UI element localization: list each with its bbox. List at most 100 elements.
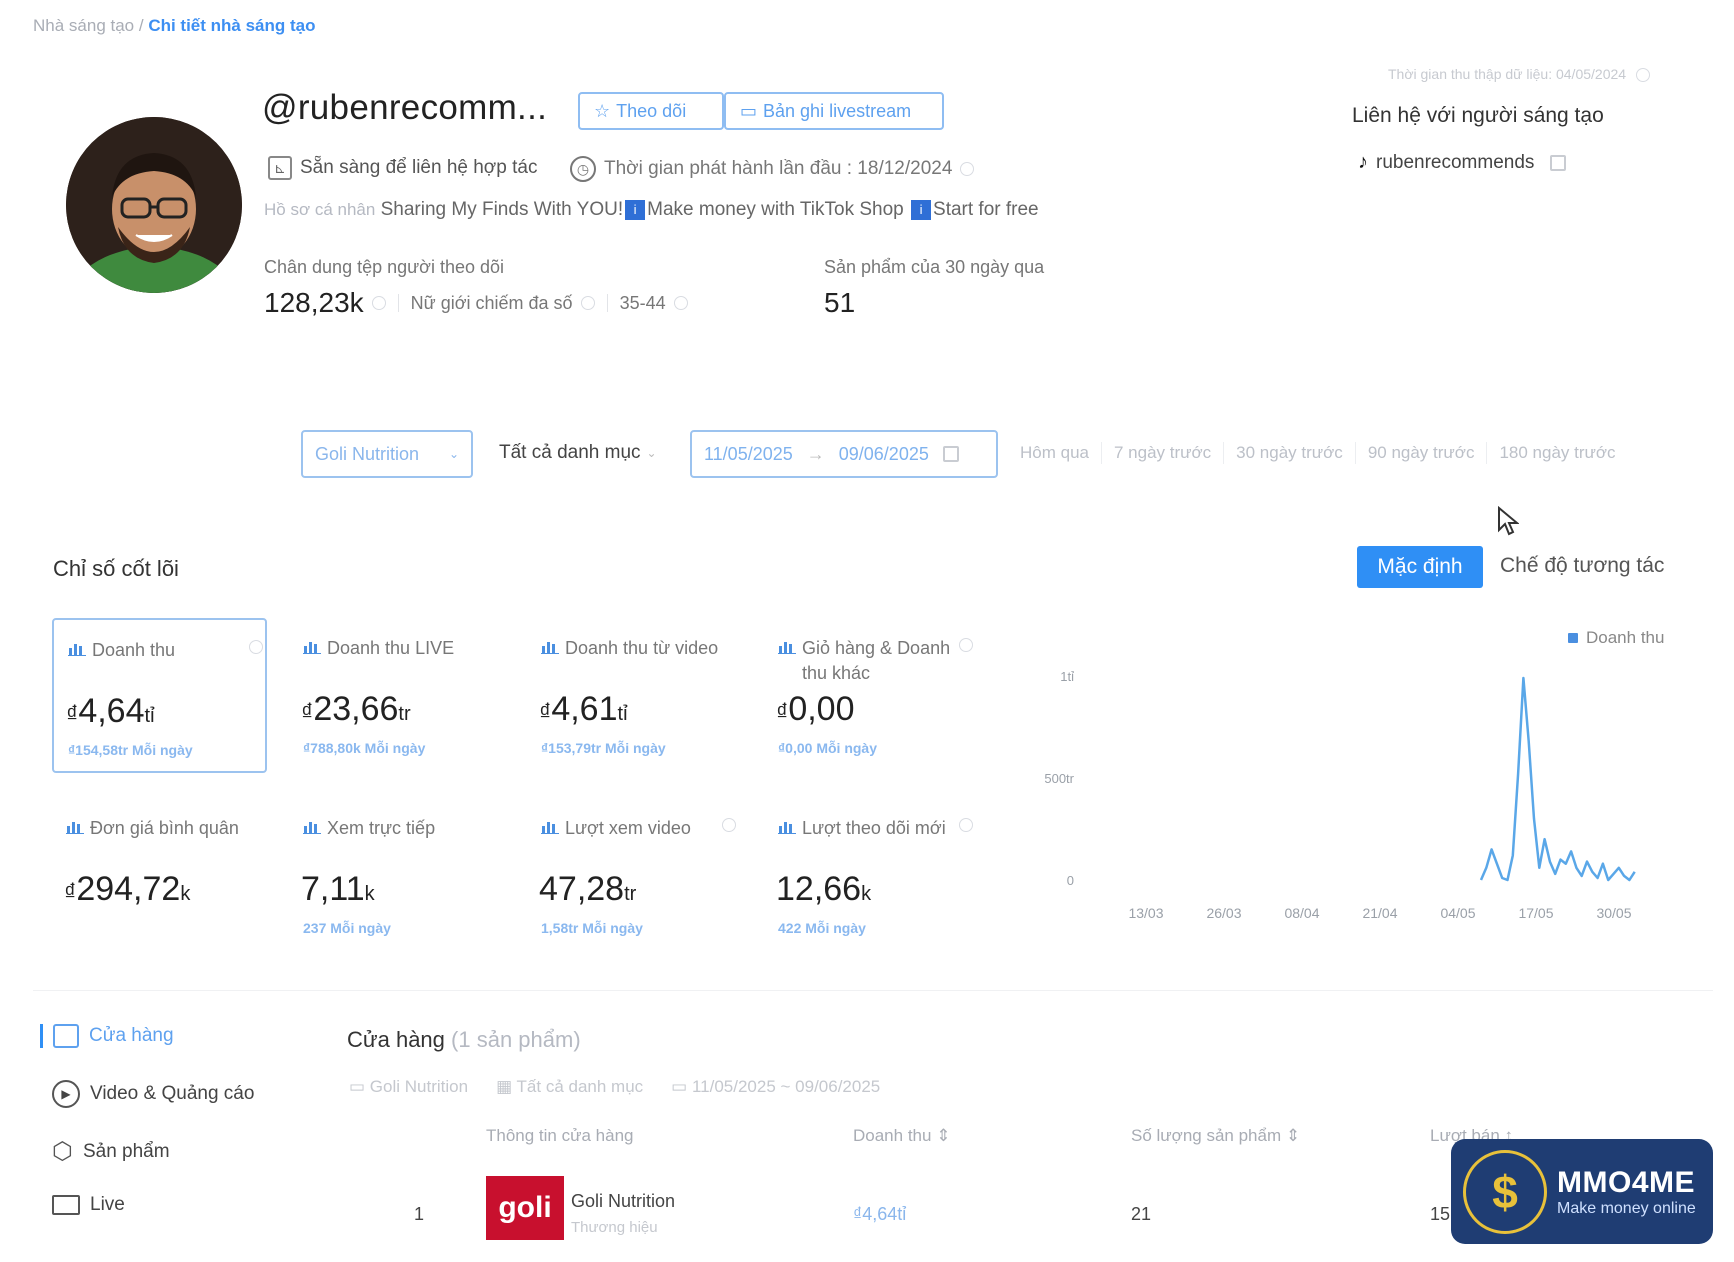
metric-currency: ₫ (539, 699, 552, 726)
metric-number: 7,11 (301, 870, 365, 908)
divider (1100, 442, 1102, 464)
chevron-down-icon: ⌄ (646, 446, 657, 460)
revenue-chart: 0 500tr 1tỉ 13/03 26/03 08/04 21/04 04/05 17/05 3… (1020, 620, 1680, 921)
store-title: Cửa hàng (1 sản phẩm) (347, 1027, 581, 1053)
col-revenue[interactable]: Doanh thu ⇕ (853, 1126, 950, 1146)
store-sub-date[interactable]: ▭ 11/05/2025 ~ 09/06/2025 (671, 1077, 881, 1096)
bar-chart-icon (303, 642, 321, 654)
y-tick-label: 0 (1067, 873, 1074, 888)
quick-7d[interactable]: 7 ngày trước (1113, 443, 1212, 462)
x-tick-label: 13/03 (1128, 905, 1163, 920)
store-sub-category-label: Tất cả danh mục (516, 1077, 644, 1096)
section-divider (33, 990, 1713, 991)
bio-text-3: Start for free (933, 199, 1039, 220)
side-tab-product[interactable]: ⬡ Sản phẩm (52, 1137, 170, 1166)
bio-label: Hồ sơ cá nhân (264, 200, 376, 219)
metric-card[interactable]: Đơn giá bình quân ₫294,72k (52, 798, 267, 953)
date-to: 09/06/2025 (838, 443, 929, 464)
quick-range: Hôm qua 7 ngày trước 30 ngày trước 90 ng… (1020, 442, 1616, 464)
metric-daily: ₫788,80k Mỗi ngày (303, 740, 426, 756)
y-tick-label: 500tr (1044, 771, 1074, 786)
divider (1486, 442, 1488, 464)
bio-text-1: Sharing My Finds With YOU! (380, 199, 624, 220)
help-icon-collect[interactable] (1635, 68, 1650, 83)
products-value: 51 (824, 287, 856, 318)
metric-card[interactable]: Lượt theo dõi mới 12,66k 422 Mỗi ngày (764, 798, 979, 953)
y-tick-label: 1tỉ (1060, 669, 1074, 684)
quick-30d[interactable]: 30 ngày trước (1236, 443, 1343, 462)
quick-180d[interactable]: 180 ngày trước (1499, 443, 1616, 462)
mode-default-button[interactable]: Mặc định (1357, 546, 1483, 588)
side-tab-video[interactable]: ▶ Video & Quảng cáo (52, 1080, 254, 1108)
bar-chart-icon (66, 822, 84, 834)
metric-number: 294,72 (76, 870, 181, 908)
help-icon-age[interactable] (673, 296, 688, 310)
store-icon (53, 1024, 79, 1048)
help-icon-metric[interactable] (249, 640, 263, 654)
col-revenue-label: Doanh thu (853, 1126, 932, 1145)
dollar-coin-icon: $ (1463, 1149, 1547, 1234)
shop-filter[interactable]: Goli Nutrition ⌄ (301, 430, 473, 478)
bar-chart-icon (778, 822, 796, 834)
store-sub-filters: ▭ Goli Nutrition ▦ Tất cả danh mục ▭ 11/… (349, 1077, 880, 1097)
quick-yesterday[interactable]: Hôm qua (1020, 443, 1089, 462)
x-tick-label: 04/05 (1440, 905, 1475, 920)
date-range-picker[interactable]: 11/05/2025 → 09/06/2025 (690, 430, 998, 478)
metric-card[interactable]: Giỏ hàng & Doanh thu khác ₫0,00 ₫0,00 Mỗi … (764, 618, 979, 773)
metric-label-text: Doanh thu LIVE (327, 638, 455, 658)
metric-card[interactable]: Xem trực tiếp 7,11k 237 Mỗi ngày (289, 798, 504, 953)
series-line-revenue (1479, 676, 1636, 882)
metric-card[interactable]: Lượt xem video 47,28tr 1,58tr Mỗi ngày (527, 798, 742, 953)
gender-label: Nữ giới chiếm đa số (410, 292, 573, 313)
category-filter[interactable]: Tất cả danh mục ⌄ (499, 442, 657, 464)
help-icon[interactable] (960, 162, 975, 176)
metric-label: Doanh thu từ video (541, 636, 721, 661)
divider (397, 294, 399, 312)
calendar-icon (942, 446, 959, 462)
side-tab-store[interactable]: Cửa hàng (40, 1024, 174, 1048)
store-sub-shop[interactable]: ▭ Goli Nutrition (349, 1077, 469, 1096)
side-tab-store-label: Cửa hàng (89, 1025, 174, 1046)
help-icon-metric[interactable] (959, 818, 973, 832)
bio-text-2: Make money with TikTok Shop (647, 199, 904, 220)
metric-card[interactable]: Doanh thu từ video ₫4,61tỉ ₫153,79tr Mỗi n… (527, 618, 742, 773)
ready-contact: ⊾ Sẵn sàng để liên hệ hợp tác (268, 156, 537, 180)
first-release-label: Thời gian phát hành lần đầu : 18/12/2024 (604, 158, 953, 179)
follow-button[interactable]: ☆ Theo dõi (578, 92, 724, 130)
chevron-down-icon: ⌄ (448, 447, 459, 461)
metric-daily: ₫0,00 Mỗi ngày (778, 740, 877, 756)
x-tick-label: 17/05 (1518, 905, 1553, 920)
mode-interaction-button[interactable]: Chế độ tương tác (1500, 554, 1665, 577)
tab-active-bar (40, 1024, 43, 1048)
metric-label: Lượt theo dõi mới (778, 816, 958, 841)
legend-label: Doanh thu (1586, 628, 1664, 647)
metric-unit: k (364, 883, 375, 905)
col-store-info: Thông tin cửa hàng (486, 1126, 634, 1145)
copy-icon[interactable] (1550, 154, 1567, 171)
help-icon-metric[interactable] (959, 638, 973, 652)
info-badge-icon: i (625, 199, 646, 220)
breadcrumb-parent[interactable]: Nhà sáng tạo (33, 16, 135, 35)
store-sub-category[interactable]: ▦ Tất cả danh mục (496, 1077, 644, 1096)
sort-icon: ⇕ (1285, 1126, 1301, 1145)
col-product-count[interactable]: Số lượng sản phẩm ⇕ (1131, 1126, 1300, 1146)
metric-card[interactable]: Doanh thu ₫4,64tỉ ₫154,58tr Mỗi ngày (52, 618, 267, 773)
legend-swatch (1568, 633, 1578, 643)
star-icon: ☆ (594, 100, 611, 121)
help-icon-followers[interactable] (371, 296, 386, 310)
metric-value: ₫0,00 (776, 690, 855, 729)
followers-label: Chân dung tệp người theo dõi (264, 257, 505, 277)
clock-icon: ◷ (570, 156, 596, 182)
side-tab-live[interactable]: Live (52, 1194, 125, 1216)
core-metrics-title: Chỉ số cốt lõi (53, 556, 179, 581)
metric-card[interactable]: Doanh thu LIVE ₫23,66tr ₫788,80k Mỗi ngày (289, 618, 504, 773)
help-icon-metric[interactable] (722, 818, 736, 832)
breadcrumb-current: Chi tiết nhà sáng tạo (148, 16, 316, 35)
quick-90d[interactable]: 90 ngày trước (1367, 443, 1475, 462)
metric-unit: k (861, 883, 872, 905)
revenue-chart-svg: 0 500tr 1tỉ 13/03 26/03 08/04 21/04 04/05 17/05 3… (1044, 628, 1664, 921)
metric-unit: k (180, 883, 191, 905)
help-icon-gender[interactable] (580, 296, 595, 310)
store-name[interactable]: Goli Nutrition (571, 1191, 676, 1211)
livestream-record-button[interactable]: ▭ Bản ghi livestream (724, 92, 944, 130)
